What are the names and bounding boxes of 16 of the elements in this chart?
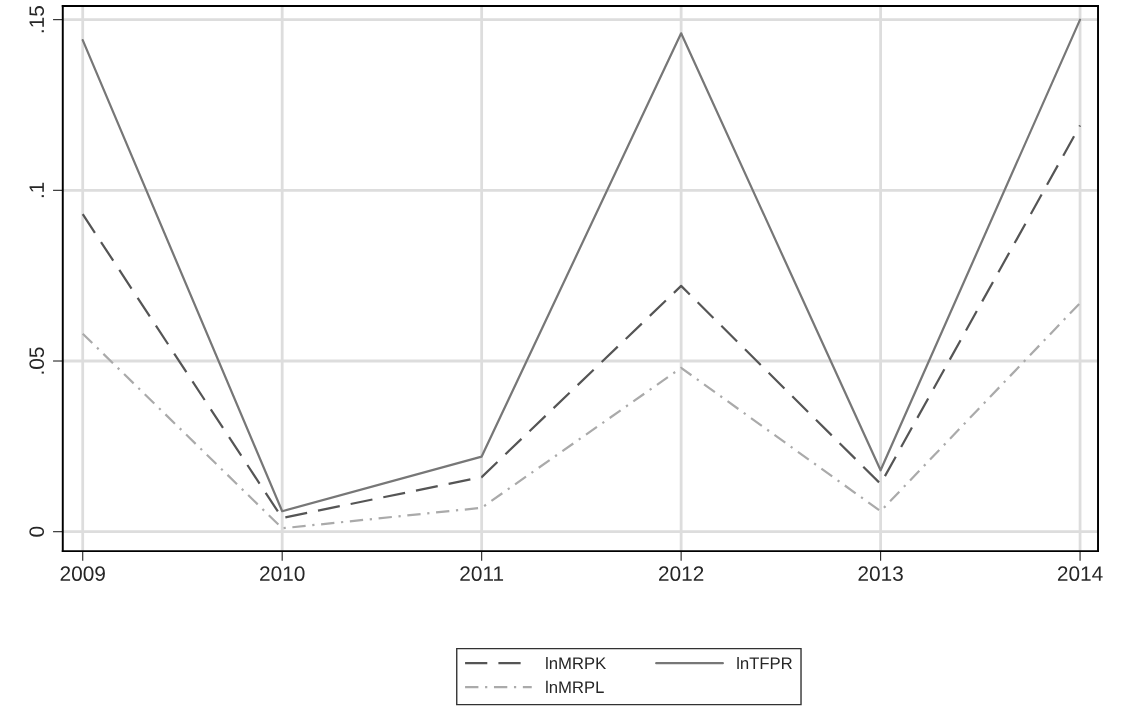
line-series (81, 124, 1082, 520)
x-tick-label: 2010 (260, 566, 305, 582)
legend-label: lnMRPK (546, 656, 607, 670)
y-tick-label: .05 (29, 347, 45, 374)
y-tick-label: .1 (29, 182, 44, 198)
x-tick-label: 2013 (858, 566, 903, 582)
y-tick-label: .15 (29, 6, 45, 33)
x-tick-label: 2012 (659, 566, 704, 582)
y-tick-label: 0 (29, 526, 45, 537)
x-tick-label: 2014 (1057, 566, 1103, 582)
legend-label: lnMRPL (546, 680, 604, 693)
line-series (81, 18, 1082, 513)
line-series (81, 301, 1082, 530)
legend-label: lnTFPR (737, 656, 792, 670)
x-tick-label: 2011 (460, 566, 504, 582)
x-tick-label: 2009 (60, 566, 105, 582)
